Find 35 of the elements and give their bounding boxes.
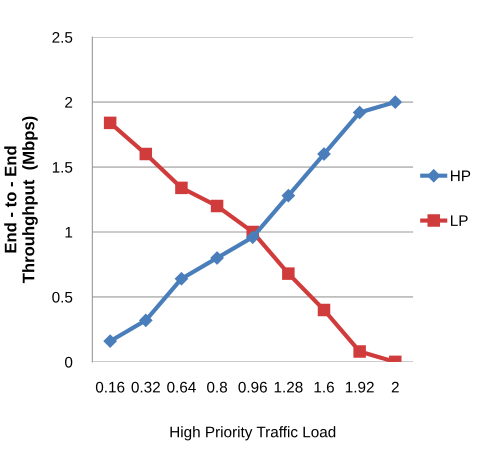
point xyxy=(246,230,260,244)
x-tick-label: 0.16 xyxy=(96,382,124,393)
point xyxy=(318,304,330,316)
point xyxy=(353,345,366,358)
point xyxy=(140,148,152,160)
x-tick-label: 1.6 xyxy=(314,382,334,393)
legend-label: LP xyxy=(451,215,468,226)
x-tick-label: 0.32 xyxy=(132,382,160,393)
y-tick-label: 1 xyxy=(66,227,72,238)
y-tick-label: 0.5 xyxy=(52,292,72,303)
y-tick-label: 2.5 xyxy=(52,32,72,43)
x-tick-label: 0.64 xyxy=(167,382,196,393)
point xyxy=(210,200,224,212)
point xyxy=(104,334,117,348)
x-tick-label: 1.92 xyxy=(346,382,374,393)
x-tick-label: 0.96 xyxy=(238,382,267,393)
point xyxy=(317,147,331,161)
y-tick-label: 2 xyxy=(65,96,72,108)
x-tick-label: 2 xyxy=(392,382,399,392)
y-tick-label: 0 xyxy=(64,356,72,368)
x-tick-label: 0.8 xyxy=(207,382,228,393)
point xyxy=(174,272,188,286)
y-axis-title: End - to - End Throuhghput (Mbps) xyxy=(4,116,38,284)
x-axis-title: High Priority Traffic Load xyxy=(170,426,336,440)
point xyxy=(210,251,224,265)
point xyxy=(104,116,116,130)
point xyxy=(282,189,295,202)
point xyxy=(353,106,366,120)
y-tick-label: 1.5 xyxy=(52,162,72,173)
point xyxy=(282,267,295,280)
point xyxy=(388,95,402,109)
point xyxy=(175,182,188,194)
point xyxy=(139,314,152,327)
legend-label: HP xyxy=(451,170,470,182)
x-tick-label: 1.28 xyxy=(274,382,303,393)
